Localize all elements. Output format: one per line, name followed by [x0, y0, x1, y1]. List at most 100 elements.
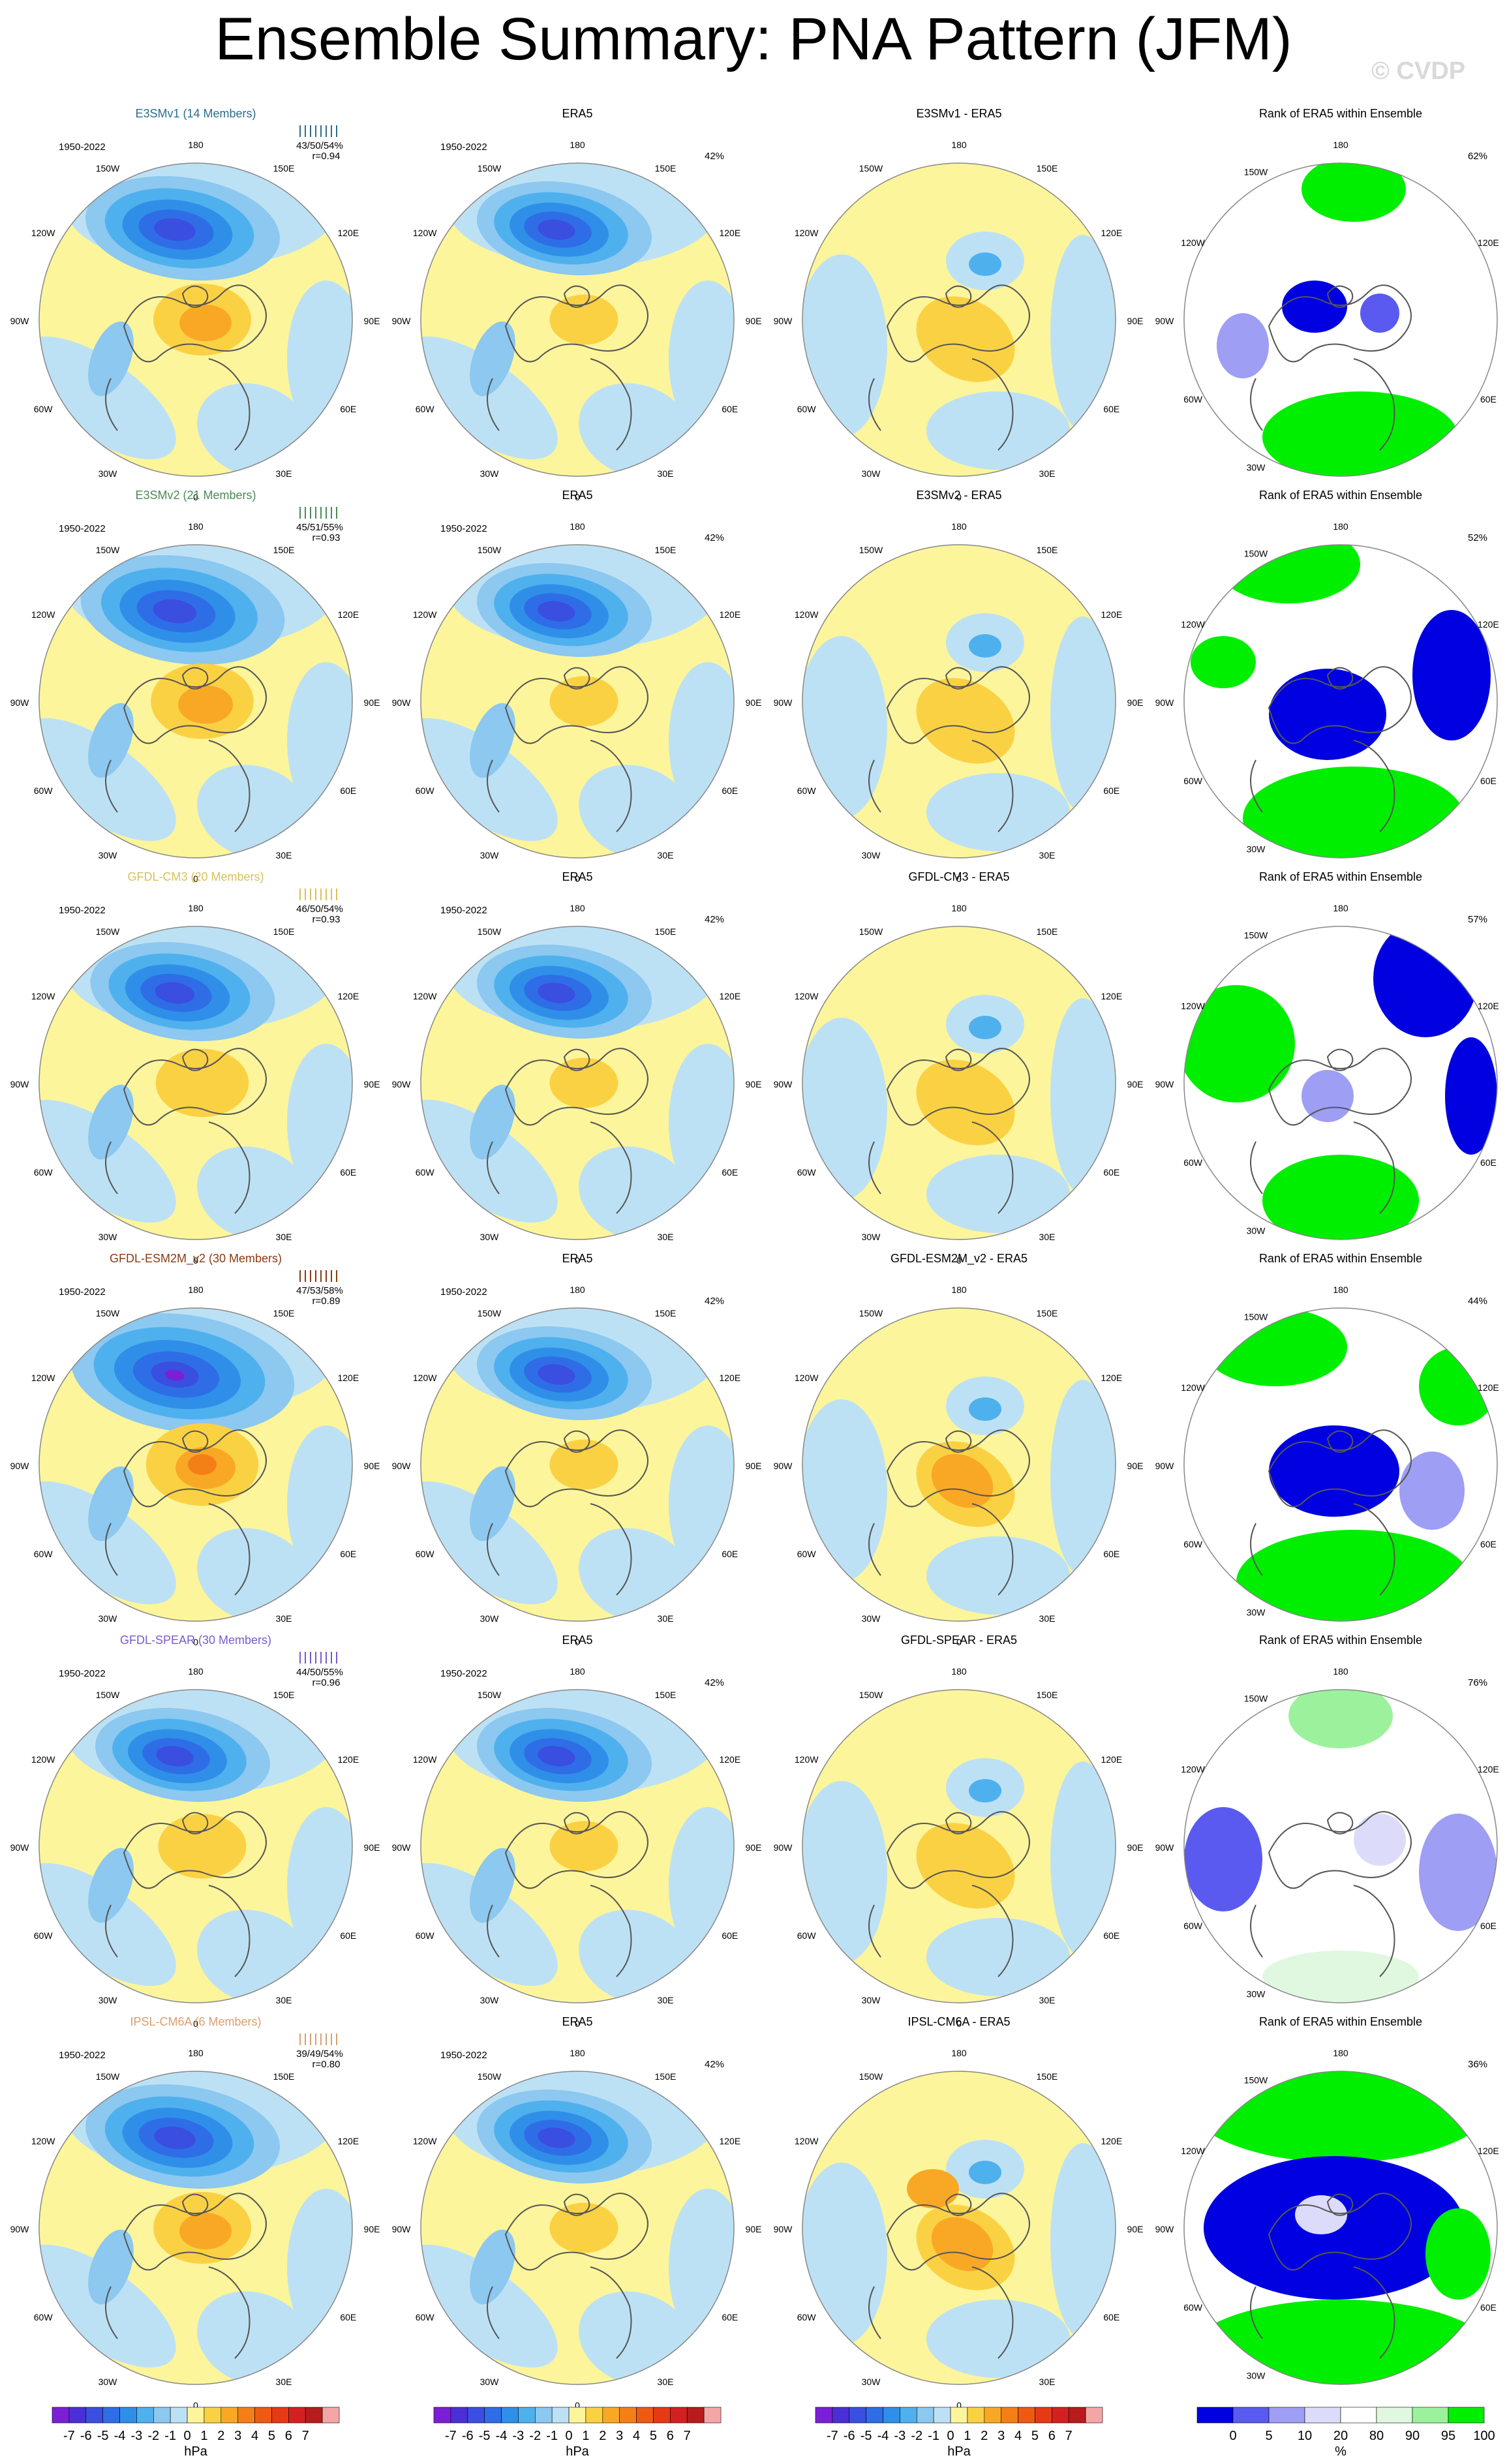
model-mean-panel: GFDL-ESM2M_v2 (30 Members) 1950-2022 47/53…	[10, 1252, 380, 1647]
rank-region	[1445, 1037, 1497, 1155]
lon-label-nnw: 150W	[478, 1690, 502, 1700]
map-border	[1183, 162, 1498, 477]
lon-label-ssw: 30W	[1247, 1225, 1266, 1236]
colorbar-tick: 80	[1369, 2429, 1384, 2443]
lon-label-wnw: 120W	[1181, 1764, 1205, 1774]
map-field	[802, 926, 1116, 1240]
lon-label-wsw: 60W	[34, 2312, 53, 2322]
colorbar-tick: 1	[964, 2429, 971, 2443]
obs-title: ERA5	[562, 2015, 592, 2028]
lon-label-n: 180	[1333, 903, 1348, 913]
lon-label-w: 90W	[10, 1842, 30, 1853]
lon-label-ssw: 30W	[862, 468, 881, 479]
colorbar-tick: -1	[546, 2429, 558, 2443]
colorbar-swatch	[602, 2407, 620, 2424]
coastline	[945, 285, 972, 308]
contour-region	[916, 296, 1015, 382]
difference-title: E3SMv1 - ERA5	[916, 107, 1001, 120]
lon-label-w: 90W	[392, 2224, 412, 2234]
colorbar-swatch	[636, 2407, 654, 2424]
coastline	[1250, 378, 1263, 431]
map-field	[39, 545, 352, 858]
obs-variance-pct: 42%	[705, 532, 724, 543]
colorbar-swatch	[703, 2407, 722, 2424]
contour-region	[538, 1746, 575, 1767]
colorbar-swatch	[1304, 2407, 1341, 2424]
lon-label-nne: 150E	[1037, 545, 1058, 555]
coastline	[504, 1811, 648, 1889]
contour-region	[39, 1481, 176, 1605]
colorbar-tick: 0	[183, 2429, 190, 2443]
lon-label-s: 0	[956, 874, 962, 884]
obs-title: ERA5	[562, 489, 592, 502]
map-border	[1183, 926, 1498, 1240]
colorbar-tick: -1	[928, 2429, 939, 2443]
map-field	[421, 1690, 734, 2003]
colorbar-swatch	[849, 2407, 866, 2424]
colorbar-swatch	[1018, 2407, 1035, 2424]
lon-label-n: 180	[570, 2048, 585, 2058]
coastline	[1353, 358, 1395, 451]
coastline	[1268, 1048, 1412, 1126]
contour-region	[549, 1439, 618, 1490]
contour-region	[158, 1814, 247, 1879]
obs-panel: ERA5 1950-2022 42% 180 150E 120E 90E 60E 30E 0 30W…	[392, 870, 762, 1266]
lon-label-nnw: 150W	[96, 163, 120, 174]
lon-label-e: 90E	[746, 1079, 762, 1089]
colorbar-swatch	[551, 2407, 570, 2424]
colorbar-swatch	[237, 2407, 255, 2424]
lon-label-nnw: 150W	[859, 1308, 883, 1318]
contour-region	[179, 305, 232, 341]
map-field	[39, 926, 352, 1240]
obs-title: ERA5	[562, 870, 592, 883]
lon-label-n: 180	[1333, 1666, 1348, 1677]
contour-region	[39, 1863, 176, 1986]
lon-label-ene: 120E	[1478, 1382, 1499, 1393]
lon-label-nne: 150E	[273, 1690, 295, 1700]
colorbar-swatch	[686, 2407, 705, 2424]
lon-label-w: 90W	[774, 2224, 793, 2234]
colorbar-tick: -2	[147, 2429, 159, 2443]
model-mean-panel: E3SMv1 (14 Members) 1950-2022 43/50/54%r=0…	[10, 107, 380, 502]
lon-label-sse: 30E	[1039, 1995, 1056, 2005]
lon-label-ssw: 30W	[99, 1613, 118, 1624]
rank-title: Rank of ERA5 within Ensemble	[1259, 107, 1422, 120]
contour-region	[154, 218, 196, 241]
colorbar-swatch	[1412, 2407, 1449, 2424]
rank-field	[1184, 926, 1497, 1240]
colorbar-tick: 10	[1298, 2429, 1312, 2443]
obs-panel: ERA5 1950-2022 42% 180 150E 120E 90E 60E 30E 0 30W…	[392, 489, 762, 884]
lon-label-wsw: 60W	[797, 1167, 817, 1178]
colorbar-tick: -1	[164, 2429, 176, 2443]
lon-label-sse: 30E	[1039, 1613, 1056, 1624]
lon-label-sse: 30E	[658, 1995, 674, 2005]
colorbar-swatch	[1196, 2407, 1234, 2424]
rank-field	[1184, 163, 1497, 476]
lon-label-wnw: 120W	[31, 991, 55, 1001]
colorbar-tick: 6	[285, 2429, 292, 2443]
lon-label-nne: 150E	[1037, 926, 1058, 937]
map-border	[802, 1307, 1116, 1622]
rank-region	[1191, 636, 1256, 688]
lon-label-nnw: 150W	[478, 163, 502, 174]
lon-label-nnw: 150W	[96, 1308, 120, 1318]
lon-label-wsw: 60W	[797, 404, 817, 414]
lon-label-nnw: 150W	[1244, 1312, 1268, 1322]
colorbar-swatch	[136, 2407, 154, 2424]
rank-title: Rank of ERA5 within Ensemble	[1259, 489, 1422, 502]
contour-region	[969, 1397, 1001, 1421]
colorbar-tick: 20	[1333, 2429, 1348, 2443]
period-label: 1950-2022	[440, 1668, 487, 1679]
lon-label-s: 0	[575, 492, 580, 502]
rank-region	[1262, 1951, 1419, 2003]
lon-label-ese: 60E	[722, 785, 738, 796]
lon-label-ssw: 30W	[99, 1995, 118, 2005]
lon-label-n: 180	[188, 521, 204, 532]
colorbar-swatch	[187, 2407, 205, 2424]
lon-label-nnw: 150W	[96, 545, 120, 555]
lon-label-wnw: 120W	[413, 991, 437, 1001]
lon-label-ese: 60E	[1103, 1167, 1119, 1178]
rank-region	[1412, 610, 1491, 740]
lon-label-ese: 60E	[1103, 1930, 1119, 1941]
rank-panel: Rank of ERA5 within Ensemble76%18090W90E…	[1155, 1634, 1499, 2003]
